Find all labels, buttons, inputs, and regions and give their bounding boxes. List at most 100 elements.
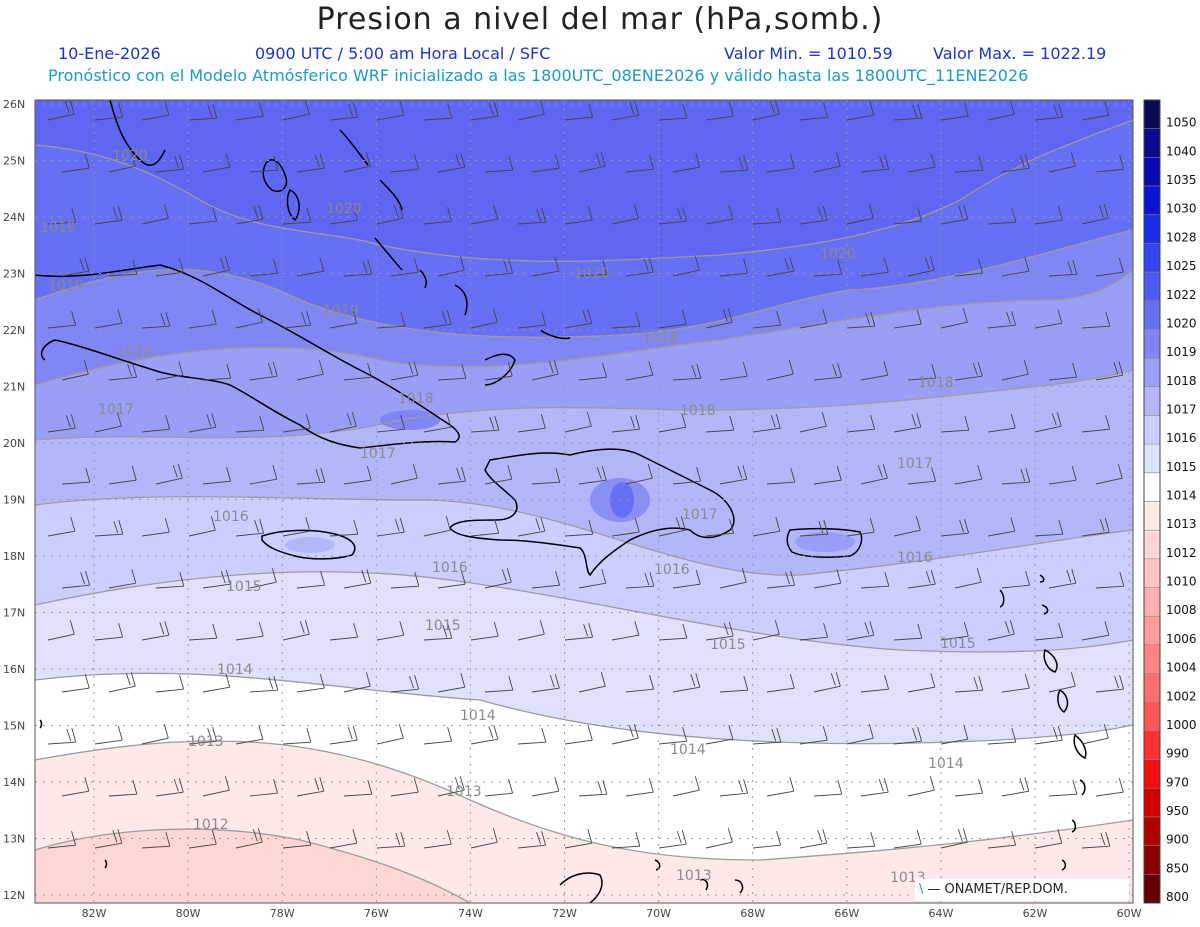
wind-barb-shaft [108, 273, 137, 277]
wind-barb-flag [884, 675, 890, 690]
wind-barb-shaft [376, 531, 405, 537]
wind-barb-flag [822, 829, 828, 844]
wind-barb-flag [962, 828, 968, 843]
wind-barb-flag [365, 152, 371, 167]
wind-barb-shaft [517, 530, 545, 537]
wind-barb-shaft [940, 321, 968, 329]
wind-barb-shaft [954, 581, 982, 589]
wind-barb-flag [1009, 100, 1015, 115]
lat-tick-label: 26N [3, 98, 25, 111]
wind-barb-flag [883, 258, 889, 273]
colorbar-label: 1040 [1166, 144, 1197, 158]
wind-barb-flag [916, 830, 922, 845]
wind-barb-flag [1058, 103, 1064, 118]
wind-barb-shaft [752, 844, 781, 849]
wind-barb-flag [742, 362, 748, 377]
wind-barb-flag [319, 257, 325, 272]
wind-barb-flag [728, 102, 734, 117]
wind-barb-flag [682, 624, 688, 639]
wind-barb-flag [643, 259, 649, 272]
wind-barb-flag [649, 675, 655, 690]
colorbar-label: 1050 [1166, 116, 1197, 130]
wind-barb-flag [883, 778, 889, 793]
wind-barb-shaft [940, 841, 968, 849]
wind-barb-flag [225, 673, 231, 688]
wind-barb-flag [447, 727, 453, 742]
wind-barb-flag [399, 101, 405, 116]
wind-barb-shaft [484, 581, 512, 589]
wind-barb-flag [314, 778, 320, 791]
wind-barb-flag [508, 156, 514, 171]
wind-barb-shaft [390, 374, 418, 381]
wind-barb-flag [978, 259, 984, 274]
wind-barb-flag [71, 208, 77, 223]
wind-barb-flag [414, 155, 420, 170]
wind-barbs [47, 100, 1125, 849]
wind-barb-shaft [846, 531, 875, 537]
lat-tick-label: 25N [3, 155, 25, 168]
wind-barb-shaft [987, 221, 1016, 225]
lat-lon-grid [35, 100, 1133, 903]
wind-barb-flag [1105, 832, 1111, 847]
wind-barb-flag [179, 155, 185, 170]
wind-barb-shaft [531, 167, 560, 173]
wind-barb-flag [837, 780, 843, 795]
wind-barb-shaft [672, 166, 700, 173]
wind-barb-flag [1009, 620, 1015, 635]
wind-barb-flag [677, 208, 683, 221]
wind-barb-flag [69, 100, 75, 115]
colorbar: 1050 1040 1035 1030 1028 1025 1022 1020 1019 1018… [1143, 99, 1197, 904]
wind-barb-flag [117, 829, 123, 844]
wind-barb-flag [1025, 571, 1031, 586]
wind-barb-shaft [108, 479, 137, 485]
wind-barb-shaft [578, 582, 606, 589]
wind-barb-flag [177, 464, 183, 479]
wind-barb-shaft [846, 737, 874, 745]
wind-barb-shaft [578, 793, 607, 797]
wind-barb-shaft [987, 530, 1015, 537]
wind-barb-flag [1011, 208, 1017, 223]
wind-barb-shaft [813, 685, 841, 693]
wind-barb-flag [84, 154, 90, 169]
wind-barb-flag [508, 676, 514, 691]
wind-barb-flag [837, 363, 843, 378]
wind-barb-shaft [705, 841, 733, 849]
wind-barb-shaft [470, 218, 498, 225]
wind-barb-shaft [766, 687, 795, 693]
wind-barb-flag [207, 728, 213, 741]
wind-barb-shaft [376, 325, 405, 329]
colorbar-swatch [1143, 874, 1161, 904]
wind-barb-flag [882, 464, 888, 479]
wind-barb-flag [132, 260, 138, 275]
wind-barb-flag [301, 312, 307, 325]
isobar-label: 1013 [188, 734, 224, 750]
wind-barb-flag [394, 519, 400, 532]
wind-barb-shaft [155, 688, 184, 693]
wind-barb-flag [541, 208, 547, 223]
wind-barb-flag [70, 414, 76, 429]
wind-barb-shaft [658, 117, 687, 121]
wind-barb-shaft [813, 582, 841, 589]
wind-barb-flag [775, 517, 781, 532]
wind-barb-flag [1072, 260, 1078, 275]
wind-barb-flag [398, 724, 404, 739]
wind-barb-flag [1100, 833, 1106, 846]
wind-barb-flag [257, 828, 263, 843]
wind-barb-flag [957, 829, 963, 842]
wind-barb-flag [365, 672, 371, 687]
wind-barb-flag [554, 154, 560, 169]
wind-barb-shaft [564, 219, 593, 225]
wind-barb-flag [1103, 204, 1109, 219]
wind-barb-shaft [752, 221, 781, 225]
wind-barb-shaft [108, 793, 137, 797]
wind-barb-shaft [423, 117, 452, 121]
high-1019-hispaniola [610, 482, 634, 518]
wind-barb-flag [836, 569, 842, 584]
wind-barb-flag [587, 726, 593, 741]
wind-barb-flag [917, 104, 923, 119]
wind-barb-flag [1104, 621, 1110, 636]
wind-barb-shaft [1001, 373, 1029, 381]
wind-barb-shaft [564, 739, 593, 745]
wind-barb-shaft [296, 584, 325, 589]
wind-barb-shaft [799, 219, 828, 225]
